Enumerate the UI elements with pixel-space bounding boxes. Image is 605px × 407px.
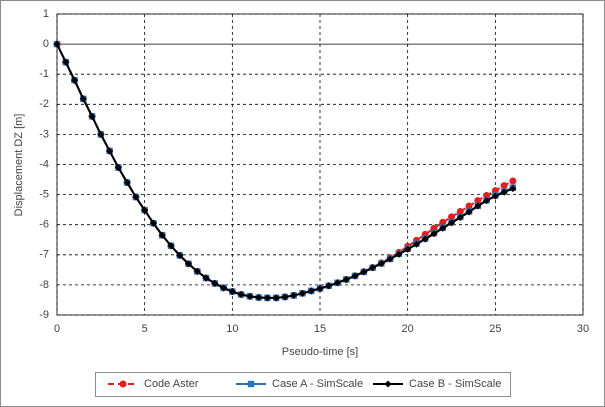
data-point	[334, 279, 342, 287]
data-point	[360, 268, 368, 276]
data-point	[228, 288, 236, 296]
legend-label: Case A - SimScale	[272, 378, 363, 390]
y-tick-label: -8	[39, 279, 49, 291]
x-tick-label: 0	[54, 323, 60, 335]
data-point	[456, 207, 464, 215]
data-point	[421, 235, 429, 243]
data-point	[474, 202, 482, 210]
data-point	[500, 188, 508, 196]
data-point	[185, 260, 192, 268]
legend-marker	[119, 380, 127, 388]
x-axis-label: Pseudo-time [s]	[282, 346, 358, 358]
x-tick-label: 25	[489, 323, 501, 335]
y-tick-label: -4	[39, 158, 49, 170]
y-tick-label: -6	[39, 219, 49, 231]
data-point	[404, 245, 412, 253]
data-point	[202, 274, 210, 282]
x-tick-label: 20	[402, 323, 414, 335]
data-point	[448, 219, 455, 227]
data-point	[71, 76, 79, 84]
data-point	[246, 292, 254, 300]
data-point	[377, 260, 385, 268]
y-tick-label: -3	[39, 128, 49, 140]
data-point	[439, 224, 447, 232]
data-point	[500, 182, 508, 190]
data-point	[307, 287, 315, 295]
legend-box	[95, 372, 511, 397]
data-point	[474, 197, 482, 205]
data-point	[351, 272, 359, 280]
data-point	[290, 291, 298, 299]
x-tick-label: 5	[142, 323, 148, 335]
x-tick-label: 30	[577, 323, 589, 335]
data-point	[237, 291, 245, 299]
data-point	[281, 293, 289, 301]
data-point	[465, 208, 473, 216]
legend-marker	[247, 380, 255, 388]
data-point	[491, 192, 499, 200]
data-point	[342, 275, 350, 283]
data-point	[448, 213, 455, 221]
y-tick-label: -1	[39, 68, 49, 80]
y-axis-label: Displacement DZ [m]	[13, 114, 25, 217]
data-point	[211, 279, 219, 287]
data-point	[298, 289, 306, 297]
plot-frame	[56, 13, 584, 316]
data-point	[509, 185, 517, 193]
x-tick-label: 10	[226, 323, 238, 335]
legend-marker	[384, 380, 392, 388]
data-point	[465, 202, 473, 210]
y-tick-label: -2	[39, 98, 49, 110]
legend-label: Code Aster	[144, 378, 199, 390]
data-point	[263, 294, 271, 302]
y-tick-label: 0	[43, 38, 49, 50]
data-point	[193, 267, 201, 275]
data-point	[123, 179, 131, 187]
data-point	[149, 219, 157, 227]
data-point	[176, 251, 184, 259]
y-tick-label: -7	[39, 249, 49, 261]
data-point	[158, 231, 166, 239]
data-point	[132, 193, 140, 201]
y-tick-label: -5	[39, 189, 49, 201]
data-point	[255, 294, 263, 302]
data-point	[79, 95, 87, 103]
data-point	[456, 213, 464, 221]
data-point	[88, 112, 96, 120]
data-point	[106, 147, 114, 155]
data-point	[395, 250, 403, 258]
data-point	[220, 284, 228, 292]
data-point	[53, 40, 61, 48]
y-tick-label: -9	[39, 309, 49, 321]
data-point	[141, 206, 149, 214]
data-point	[167, 242, 175, 250]
data-point	[272, 294, 280, 302]
data-point	[97, 130, 105, 138]
legend-label: Case B - SimScale	[409, 378, 501, 390]
data-point	[483, 197, 491, 205]
x-tick-label: 15	[314, 323, 326, 335]
data-point	[316, 285, 324, 293]
y-tick-label: 1	[43, 8, 49, 20]
data-point	[430, 230, 438, 238]
data-point	[412, 240, 420, 248]
data-point	[325, 282, 333, 290]
data-point	[439, 218, 447, 226]
data-point	[114, 164, 122, 172]
data-point	[509, 177, 517, 185]
data-point	[62, 58, 70, 66]
data-point	[386, 255, 394, 263]
data-point	[369, 264, 377, 272]
